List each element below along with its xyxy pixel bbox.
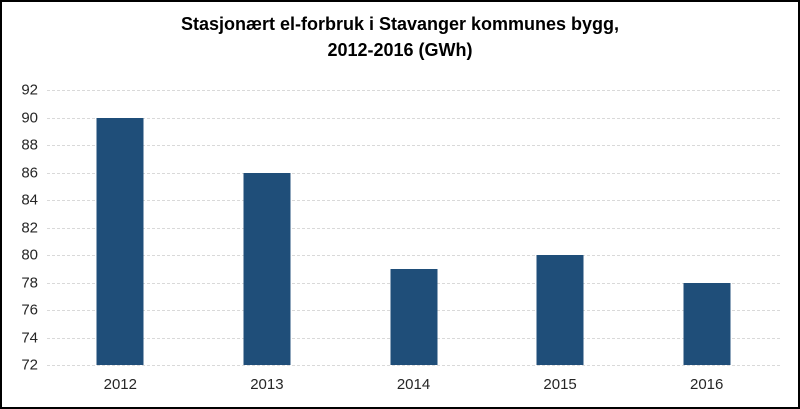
y-tick-label-84: 84 — [21, 191, 38, 209]
x-tick-label-2015: 2015 — [543, 376, 577, 393]
gridline-84 — [47, 200, 780, 201]
y-tick-label-86: 86 — [21, 164, 38, 181]
gridline-80 — [47, 255, 780, 256]
gridline-82 — [47, 227, 780, 229]
y-tick-label-78: 78 — [21, 274, 38, 291]
chart-title: Stasjonært el-forbruk i Stavanger kommun… — [2, 11, 798, 63]
bar-2014 — [390, 268, 437, 365]
bar-2015 — [536, 255, 584, 365]
gridline-72 — [47, 365, 780, 366]
y-tick-label-88: 88 — [21, 136, 38, 154]
x-tick-label-2013: 2013 — [250, 376, 284, 393]
y-tick-label-80: 80 — [21, 246, 38, 264]
y-axis-tick-labels: 92 90 88 86 84 82 80 78 76 74 72 — [6, 83, 38, 373]
chart-title-line-2: 2012-2016 (GWh) — [327, 40, 473, 60]
x-tick-label-2016: 2016 — [690, 376, 724, 393]
y-tick-label-92: 92 — [21, 81, 38, 99]
gridline-88 — [47, 145, 780, 146]
x-tick-label-2014: 2014 — [396, 376, 431, 393]
y-tick-label-76: 76 — [21, 301, 38, 319]
y-tick-label-82: 82 — [21, 219, 38, 236]
bar-2013 — [243, 172, 291, 365]
plot-area — [47, 90, 780, 366]
bar-2012 — [96, 117, 144, 365]
chart-title-line-1: Stasjonært el-forbruk i Stavanger kommun… — [180, 14, 620, 34]
gridline-86 — [47, 172, 780, 174]
x-axis-tick-labels: 2012 2013 2014 2015 2016 — [47, 376, 780, 398]
gridline-90 — [47, 117, 780, 119]
y-tick-label-72: 72 — [21, 356, 38, 374]
y-tick-label-74: 74 — [21, 329, 38, 346]
gridline-92 — [47, 90, 780, 91]
bar-2016 — [683, 282, 731, 365]
x-tick-label-2012: 2012 — [103, 376, 137, 393]
y-tick-label-90: 90 — [21, 109, 38, 126]
